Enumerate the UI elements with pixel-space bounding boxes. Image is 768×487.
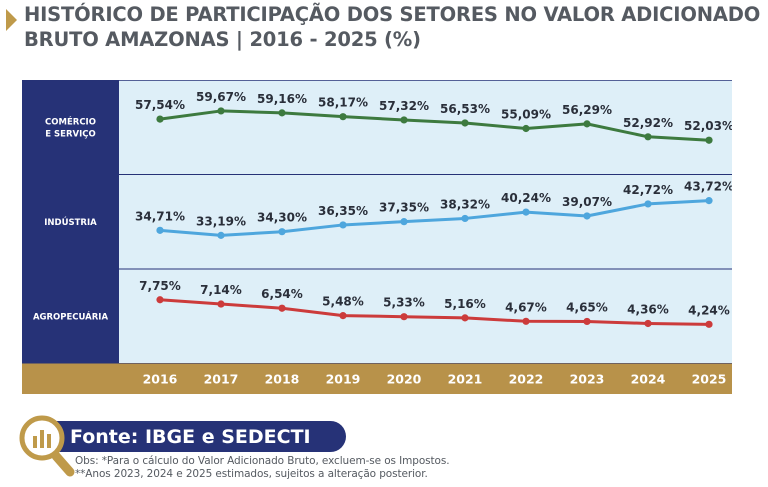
- data-label: 58,17%: [318, 96, 368, 110]
- data-label: 55,09%: [501, 107, 551, 121]
- row-label: E SERVIÇO: [45, 129, 95, 139]
- x-tick-label: 2016: [143, 372, 178, 387]
- data-label: 6,54%: [261, 287, 303, 301]
- data-point: [644, 319, 652, 328]
- data-label: 43,72%: [684, 180, 732, 194]
- x-axis-band: [22, 363, 732, 395]
- data-label: 59,67%: [196, 90, 246, 104]
- data-point: [156, 226, 164, 234]
- data-label: 37,35%: [379, 201, 429, 215]
- row-label: COMÉRCIO: [45, 115, 96, 127]
- source-banner: [50, 421, 346, 452]
- x-tick-label: 2018: [265, 372, 300, 387]
- data-label: 5,16%: [444, 297, 486, 311]
- data-label: 52,03%: [684, 119, 732, 133]
- x-tick-label: 2019: [326, 372, 361, 387]
- data-point: [461, 119, 469, 127]
- data-label: 39,07%: [562, 195, 612, 209]
- data-label: 59,16%: [257, 92, 307, 106]
- data-label: 56,29%: [562, 103, 612, 117]
- data-label: 57,32%: [379, 99, 429, 113]
- data-label: 33,19%: [196, 214, 246, 228]
- data-point: [339, 312, 347, 320]
- data-point: [522, 317, 530, 325]
- series-line: [159, 298, 710, 326]
- title-marker: [6, 9, 17, 31]
- data-point: [156, 115, 164, 123]
- data-point: [278, 228, 286, 236]
- series-line: [159, 109, 710, 142]
- note-line-1: Obs: *Para o cálculo do Valor Adicionado…: [75, 455, 450, 467]
- data-label: 5,33%: [383, 296, 425, 310]
- data-label: 40,24%: [501, 191, 551, 205]
- chart-title-line1: HISTÓRICO DE PARTICIPAÇÃO DOS SETORES NO…: [24, 3, 761, 26]
- data-point: [705, 320, 713, 328]
- data-label: 5,48%: [322, 295, 364, 309]
- x-tick-label: 2024: [631, 372, 666, 387]
- data-label: 7,75%: [139, 279, 181, 293]
- chart-title: HISTÓRICO DE PARTICIPAÇÃO DOS SETORES NO…: [24, 2, 764, 52]
- data-label: 57,54%: [135, 98, 185, 112]
- data-point: [461, 314, 469, 322]
- data-point: [217, 300, 225, 308]
- row-label: AGROPECUÁRIA: [33, 310, 109, 322]
- row-label: INDÚSTRIA: [44, 216, 97, 228]
- data-point: [278, 304, 286, 312]
- data-label: 4,36%: [627, 302, 669, 316]
- data-point: [217, 107, 225, 115]
- row-label-column: [22, 80, 119, 364]
- x-tick-label: 2022: [509, 372, 544, 387]
- data-point: [156, 296, 164, 304]
- data-point: [583, 212, 591, 220]
- chart-area: 2016 2017 2018 2019 2020 2021 2022 2023 2024 2025…: [22, 79, 734, 395]
- note-line-2: **Anos 2023, 2024 e 2025 estimados, suje…: [75, 468, 428, 480]
- data-label: 34,30%: [257, 211, 307, 225]
- data-label: 56,53%: [440, 102, 490, 116]
- x-tick-label: 2023: [570, 372, 605, 387]
- data-point: [400, 313, 408, 321]
- data-point: [583, 120, 591, 128]
- data-point: [583, 317, 591, 326]
- data-point: [522, 208, 530, 216]
- data-point: [400, 116, 408, 124]
- data-point: [339, 221, 347, 229]
- data-label: 38,32%: [440, 197, 490, 211]
- magnifier-chart-icon: [19, 415, 75, 477]
- x-tick-label: 2025: [692, 372, 727, 387]
- data-point: [644, 133, 652, 141]
- data-label: 4,67%: [505, 300, 547, 314]
- data-point: [400, 218, 408, 226]
- data-label: 36,35%: [318, 204, 368, 218]
- x-tick-label: 2021: [448, 372, 483, 387]
- data-point: [339, 113, 347, 121]
- line-chart: 2016 2017 2018 2019 2020 2021 2022 2023 2024 2025…: [22, 79, 734, 395]
- data-point: [278, 109, 286, 117]
- data-label: 52,92%: [623, 116, 673, 130]
- data-point: [705, 136, 713, 144]
- data-label: 4,65%: [566, 300, 608, 314]
- data-label: 34,71%: [135, 209, 185, 223]
- x-tick-label: 2017: [204, 372, 239, 387]
- data-point: [522, 124, 530, 133]
- data-label: 7,14%: [200, 283, 242, 297]
- data-label: 42,72%: [623, 183, 673, 197]
- chart-title-line2: BRUTO AMAZONAS | 2016 - 2025 (%): [24, 28, 421, 51]
- data-point: [461, 214, 469, 223]
- data-label: 4,24%: [688, 303, 730, 317]
- source-label: Fonte: IBGE e SEDECTI: [70, 426, 311, 448]
- data-point: [644, 200, 652, 208]
- series-line: [159, 199, 710, 237]
- data-point: [217, 231, 225, 239]
- data-point: [705, 197, 713, 205]
- x-tick-label: 2020: [387, 372, 422, 387]
